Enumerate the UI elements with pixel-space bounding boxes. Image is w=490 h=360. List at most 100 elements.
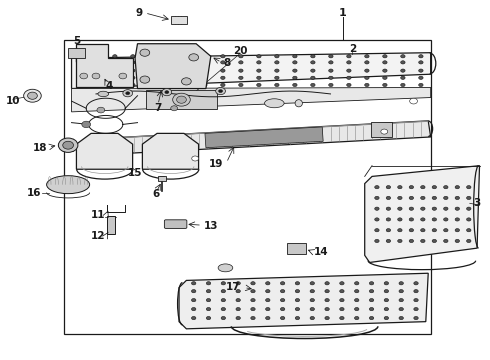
- Circle shape: [165, 91, 169, 94]
- Circle shape: [113, 61, 117, 64]
- Circle shape: [221, 289, 225, 293]
- Circle shape: [329, 61, 333, 64]
- Circle shape: [375, 239, 379, 243]
- Circle shape: [409, 185, 414, 189]
- Text: 13: 13: [203, 221, 218, 231]
- Circle shape: [340, 282, 344, 285]
- Circle shape: [386, 207, 391, 210]
- Circle shape: [251, 316, 255, 320]
- Circle shape: [192, 156, 198, 161]
- Circle shape: [399, 307, 403, 311]
- Ellipse shape: [218, 264, 233, 272]
- Circle shape: [95, 55, 99, 58]
- Polygon shape: [96, 121, 431, 155]
- Circle shape: [251, 307, 255, 311]
- Circle shape: [409, 218, 414, 221]
- Circle shape: [95, 61, 99, 64]
- Circle shape: [140, 49, 150, 56]
- Circle shape: [455, 229, 460, 232]
- Circle shape: [126, 92, 130, 95]
- Circle shape: [275, 55, 279, 58]
- Polygon shape: [76, 44, 133, 87]
- Polygon shape: [76, 134, 133, 169]
- Circle shape: [409, 196, 414, 199]
- Circle shape: [414, 282, 418, 285]
- Circle shape: [310, 289, 315, 293]
- Circle shape: [280, 298, 285, 302]
- Circle shape: [97, 107, 105, 113]
- Text: 9: 9: [135, 8, 143, 18]
- Circle shape: [466, 185, 471, 189]
- Circle shape: [295, 298, 300, 302]
- Circle shape: [355, 298, 359, 302]
- Circle shape: [220, 61, 225, 64]
- Circle shape: [24, 89, 41, 102]
- Circle shape: [329, 76, 333, 80]
- Circle shape: [236, 316, 241, 320]
- Circle shape: [92, 73, 100, 79]
- Circle shape: [418, 69, 423, 72]
- Circle shape: [383, 84, 387, 87]
- Circle shape: [76, 69, 81, 72]
- Circle shape: [185, 69, 189, 72]
- Circle shape: [167, 76, 171, 80]
- Circle shape: [203, 84, 207, 87]
- Circle shape: [384, 316, 389, 320]
- Polygon shape: [179, 273, 428, 329]
- Circle shape: [76, 55, 81, 58]
- Circle shape: [340, 316, 344, 320]
- Circle shape: [443, 218, 448, 221]
- Circle shape: [257, 69, 261, 72]
- Text: 11: 11: [91, 210, 106, 220]
- Circle shape: [375, 229, 379, 232]
- Circle shape: [266, 282, 270, 285]
- Circle shape: [206, 307, 211, 311]
- Circle shape: [384, 307, 389, 311]
- Circle shape: [220, 84, 225, 87]
- Circle shape: [383, 76, 387, 80]
- Circle shape: [76, 84, 81, 87]
- Circle shape: [220, 76, 225, 80]
- Text: 12: 12: [91, 231, 106, 240]
- Circle shape: [325, 307, 329, 311]
- Circle shape: [275, 76, 279, 80]
- Circle shape: [399, 298, 403, 302]
- Circle shape: [311, 55, 315, 58]
- Circle shape: [418, 55, 423, 58]
- Bar: [64, 40, 431, 334]
- Text: 16: 16: [27, 188, 41, 198]
- Circle shape: [401, 84, 405, 87]
- Circle shape: [295, 307, 300, 311]
- Text: 19: 19: [209, 159, 223, 169]
- Circle shape: [443, 229, 448, 232]
- Circle shape: [275, 69, 279, 72]
- Ellipse shape: [98, 91, 109, 96]
- Circle shape: [432, 218, 437, 221]
- Circle shape: [251, 289, 255, 293]
- Circle shape: [148, 76, 153, 80]
- Circle shape: [432, 229, 437, 232]
- Circle shape: [383, 61, 387, 64]
- Circle shape: [375, 218, 379, 221]
- Circle shape: [398, 207, 402, 210]
- Circle shape: [293, 69, 297, 72]
- Circle shape: [383, 55, 387, 58]
- Circle shape: [443, 239, 448, 243]
- FancyBboxPatch shape: [164, 220, 187, 228]
- Circle shape: [239, 61, 243, 64]
- Circle shape: [131, 61, 135, 64]
- Circle shape: [162, 89, 172, 96]
- Circle shape: [293, 61, 297, 64]
- FancyBboxPatch shape: [107, 216, 115, 234]
- Polygon shape: [72, 53, 431, 89]
- Circle shape: [329, 69, 333, 72]
- Circle shape: [399, 316, 403, 320]
- Circle shape: [466, 196, 471, 199]
- Circle shape: [113, 55, 117, 58]
- Circle shape: [280, 282, 285, 285]
- Circle shape: [347, 55, 351, 58]
- Circle shape: [365, 61, 369, 64]
- Circle shape: [414, 298, 418, 302]
- Circle shape: [386, 218, 391, 221]
- Circle shape: [220, 55, 225, 58]
